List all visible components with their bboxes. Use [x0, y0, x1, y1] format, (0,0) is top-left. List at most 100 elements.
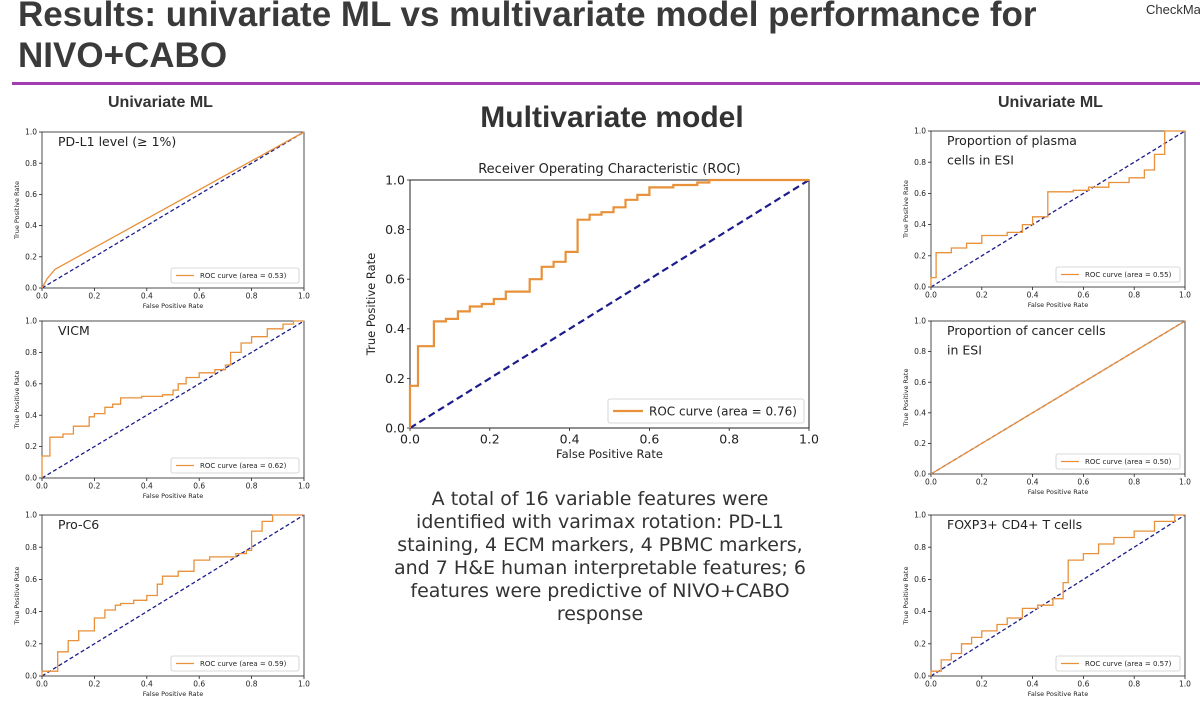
y-tick-label: 1.0 [914, 511, 926, 520]
multivariate-heading: Multivariate model [480, 101, 744, 134]
chance-line [930, 130, 1186, 288]
y-tick-label: 0.4 [25, 411, 37, 420]
x-tick-label: 0.4 [1027, 478, 1039, 487]
x-tick-label: 1.0 [1179, 291, 1191, 300]
x-tick-label: 0.4 [141, 292, 153, 301]
x-tick-label: 0.8 [246, 482, 258, 491]
y-tick-label: 0.4 [914, 607, 926, 616]
x-tick-label: 0.6 [1077, 680, 1089, 689]
roc-curve [41, 514, 304, 676]
y-tick-label: 0.8 [385, 222, 405, 237]
y-tick-label: 0.0 [25, 672, 37, 681]
roc-curve [41, 320, 304, 478]
y-tick-label: 0.8 [25, 348, 37, 357]
y-axis-label: True Positive Rate [364, 253, 378, 356]
x-tick-label: 0.8 [246, 680, 258, 689]
legend-label: ROC curve (area = 0.50) [1085, 458, 1172, 466]
y-tick-label: 0.2 [25, 639, 37, 648]
x-tick-label: 0.2 [88, 292, 100, 301]
chance-line [41, 514, 305, 677]
x-tick-label: 0.0 [925, 680, 937, 689]
y-tick-label: 0.6 [25, 379, 37, 388]
y-axis-label: True Positive Rate [13, 371, 21, 430]
x-tick-label: 1.0 [799, 432, 819, 447]
y-tick-label: 0.2 [25, 442, 37, 451]
x-tick-label: 1.0 [298, 482, 310, 491]
x-tick-label: 0.0 [36, 482, 48, 491]
legend-label: ROC curve (area = 0.55) [1085, 271, 1172, 279]
legend-label: ROC curve (area = 0.57) [1085, 660, 1172, 668]
y-tick-label: 0.8 [25, 543, 37, 552]
slide-title: Results: univariate ML vs multivariate m… [18, 0, 1037, 75]
x-axis-label: False Positive Rate [143, 690, 203, 698]
x-tick-label: 0.6 [193, 680, 205, 689]
y-tick-label: 0.6 [914, 378, 926, 387]
roc-chart-vicm: 0.0 0.2 0.4 0.6 0.8 1.0 0.0 0.2 0.4 0.6 0.8 1.0 Fals… [13, 317, 310, 500]
x-axis-label: False Positive Rate [143, 492, 203, 500]
x-tick-label: 0.4 [141, 482, 153, 491]
y-tick-label: 0.2 [914, 251, 926, 260]
x-tick-label: 0.8 [246, 292, 258, 301]
right-section-label: Univariate ML [998, 94, 1103, 111]
legend-box [1055, 266, 1181, 283]
y-tick-label: 0.8 [25, 159, 37, 168]
y-tick-label: 0.0 [385, 420, 405, 435]
plot-annotation: VICM [58, 323, 90, 338]
y-tick-label: 0.0 [914, 283, 926, 292]
y-tick-label: 0.2 [25, 252, 37, 261]
y-tick-label: 1.0 [914, 317, 926, 326]
x-tick-label: 0.0 [925, 291, 937, 300]
x-tick-label: 0.4 [1027, 291, 1039, 300]
roc-chart-foxp3: 0.0 0.2 0.4 0.6 0.8 1.0 0.0 0.2 0.4 0.6 0.8 1.0 Fals… [902, 511, 1191, 698]
y-tick-label: 0.6 [385, 272, 405, 287]
roc-chart-pdl1: 0.0 0.2 0.4 0.6 0.8 1.0 0.0 0.2 0.4 0.6 0.8 1.0 Fals… [13, 128, 310, 310]
roc-curve [930, 320, 1186, 475]
y-axis-label: True Positive Rate [13, 181, 21, 240]
y-tick-label: 1.0 [385, 172, 405, 187]
x-tick-label: 0.6 [193, 292, 205, 301]
x-tick-label: 0.4 [560, 432, 580, 447]
x-tick-label: 0.8 [1128, 478, 1140, 487]
x-tick-label: 0.6 [193, 482, 205, 491]
chance-line [409, 179, 810, 429]
x-axis-label: False Positive Rate [1028, 488, 1088, 496]
y-tick-label: 0.6 [914, 575, 926, 584]
plot-annotation: cells in ESI [947, 153, 1014, 168]
y-tick-label: 0.0 [25, 284, 37, 293]
y-tick-label: 0.6 [25, 575, 37, 584]
y-tick-label: 0.0 [914, 470, 926, 479]
x-tick-label: 0.0 [925, 478, 937, 487]
x-tick-label: 0.0 [36, 292, 48, 301]
plot-annotation: FOXP3+ CD4+ T cells [947, 517, 1082, 532]
x-tick-label: 0.8 [719, 432, 739, 447]
y-axis-label: True Positive Rate [13, 567, 21, 626]
y-tick-label: 0.2 [385, 371, 405, 386]
y-tick-label: 0.2 [914, 439, 926, 448]
y-tick-label: 1.0 [914, 127, 926, 136]
chance-line [41, 131, 305, 289]
x-tick-label: 0.6 [1077, 478, 1089, 487]
x-tick-label: 0.0 [400, 432, 420, 447]
y-tick-label: 1.0 [25, 511, 37, 520]
y-tick-label: 0.4 [25, 221, 37, 230]
plot-annotation: Pro-C6 [58, 517, 99, 532]
x-tick-label: 1.0 [298, 680, 310, 689]
y-axis-label: True Positive Rate [902, 180, 910, 239]
legend-box [607, 398, 805, 424]
y-tick-label: 1.0 [25, 317, 37, 326]
x-axis-label: False Positive Rate [1028, 690, 1088, 698]
x-tick-label: 0.2 [976, 291, 988, 300]
legend-label: ROC curve (area = 0.59) [200, 660, 287, 668]
roc-chart-multivariate: 0.0 0.2 0.4 0.6 0.8 1.0 0.0 0.2 0.4 0.6 0.8 1.0 Fals… [364, 162, 819, 461]
y-tick-label: 0.6 [914, 189, 926, 198]
y-tick-label: 0.8 [914, 347, 926, 356]
x-tick-label: 0.2 [976, 478, 988, 487]
left-section-label: Univariate ML [108, 94, 213, 111]
chance-line [930, 514, 1186, 677]
chance-line [41, 320, 305, 479]
y-tick-label: 1.0 [25, 128, 37, 137]
x-axis-label: False Positive Rate [1028, 301, 1088, 309]
x-tick-label: 0.2 [976, 680, 988, 689]
roc-curve [41, 131, 305, 289]
x-tick-label: 1.0 [1179, 478, 1191, 487]
